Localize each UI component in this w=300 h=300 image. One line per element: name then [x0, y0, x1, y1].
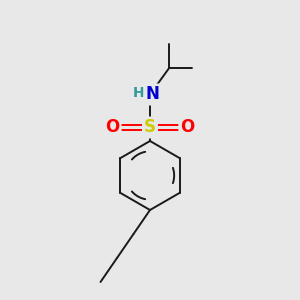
Text: N: N: [146, 85, 159, 103]
Text: O: O: [105, 118, 120, 136]
Text: O: O: [180, 118, 195, 136]
Text: H: H: [133, 86, 144, 100]
Text: S: S: [144, 118, 156, 136]
